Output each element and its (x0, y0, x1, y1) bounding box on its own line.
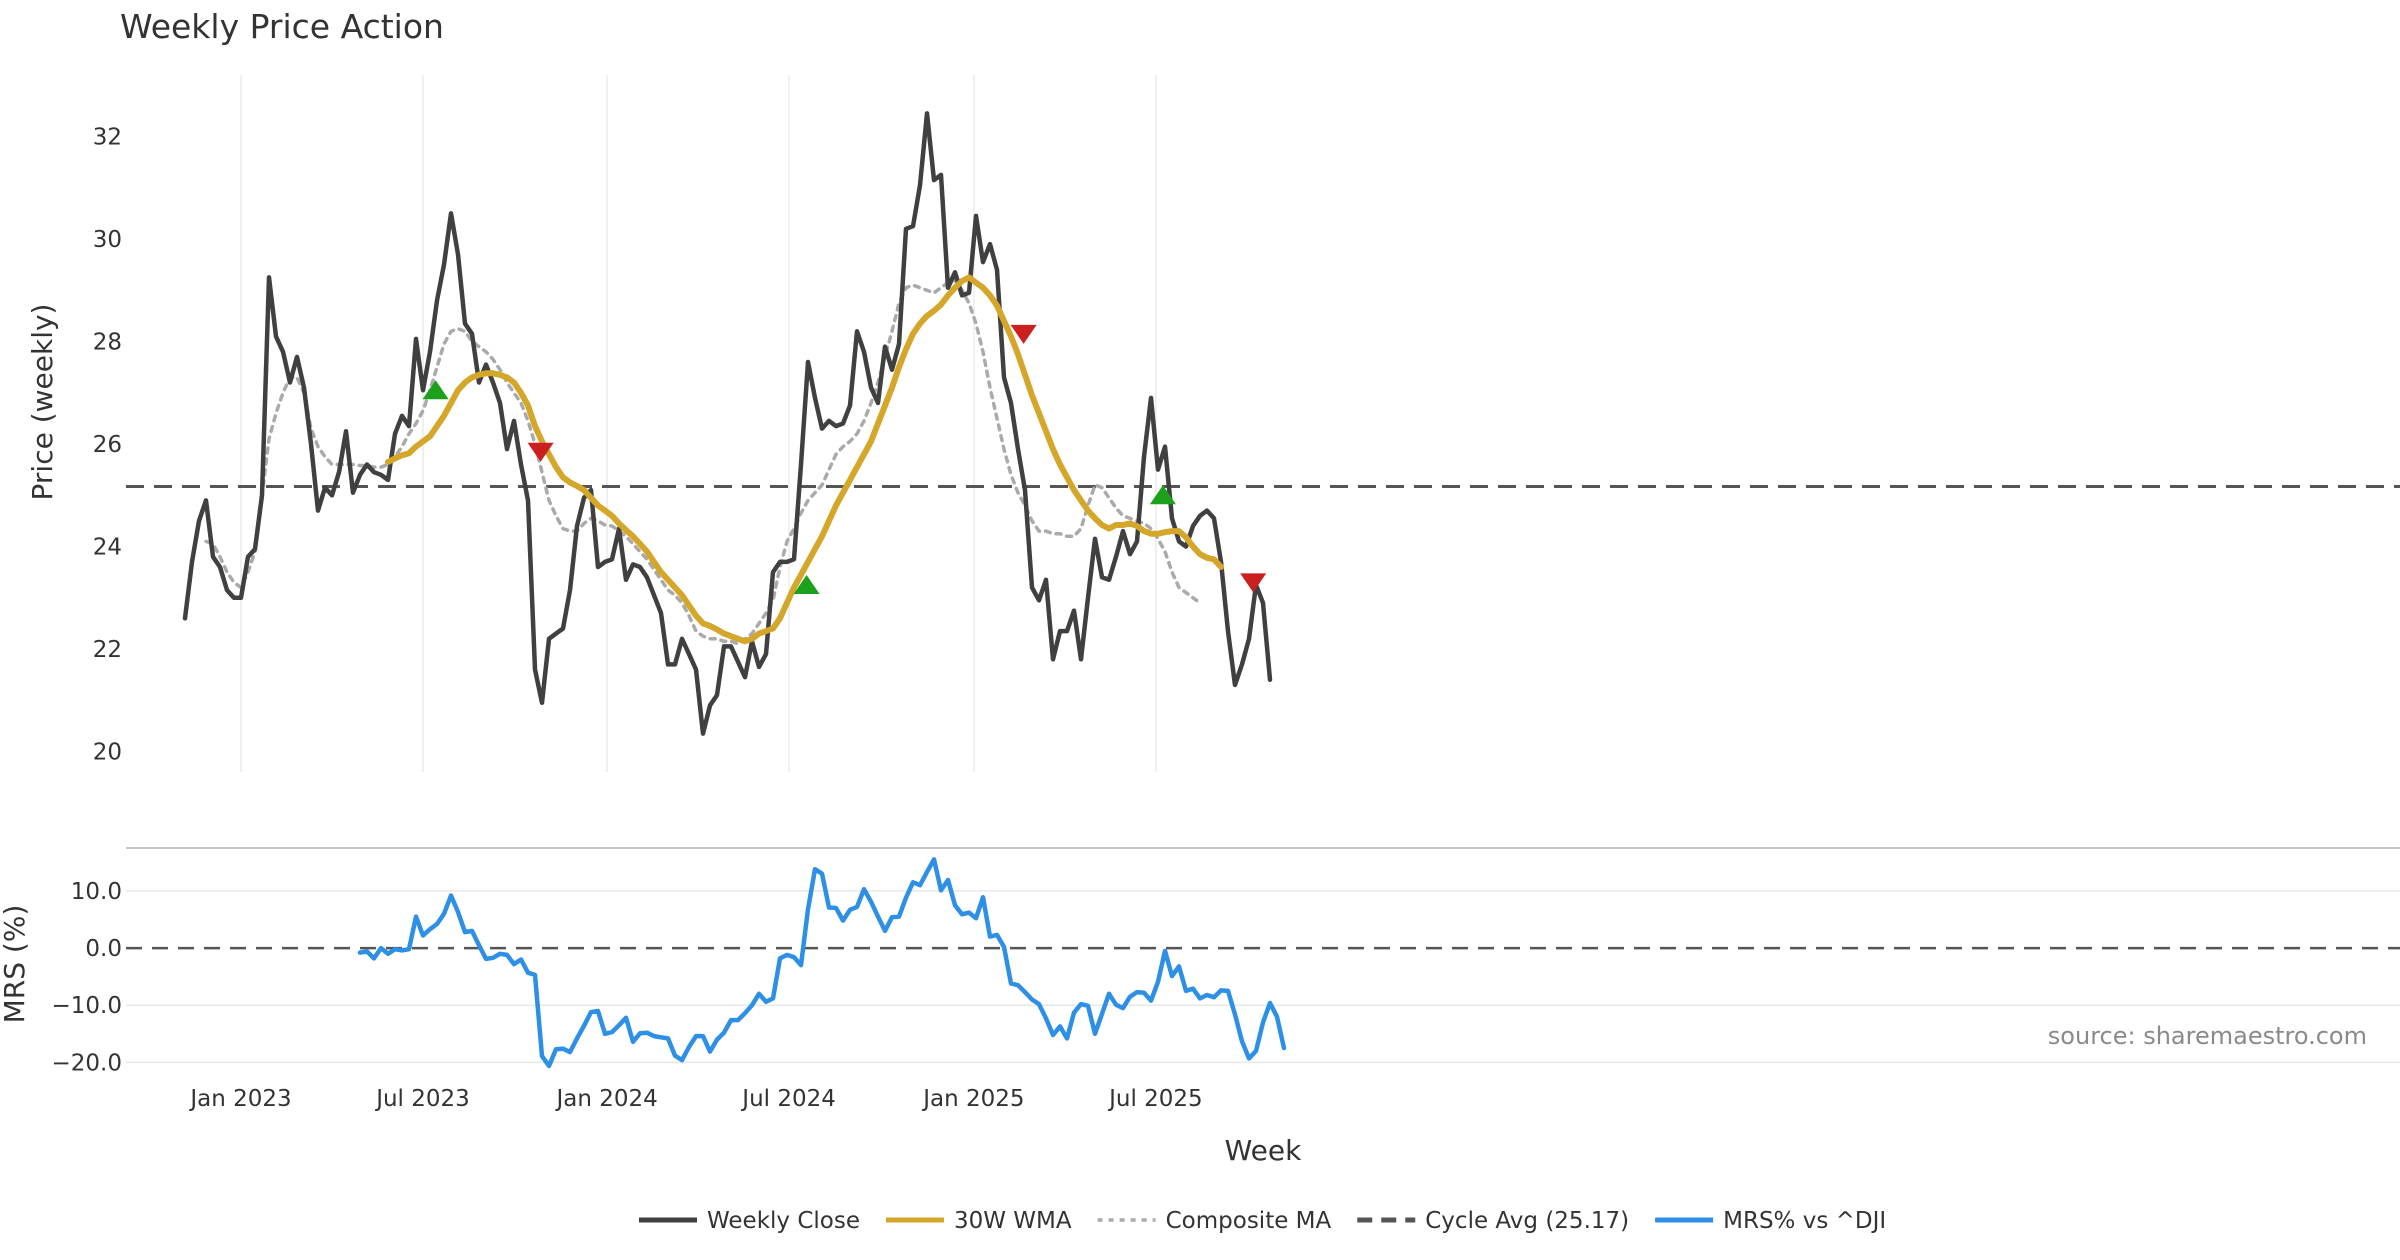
price-tick-label: 22 (93, 637, 122, 663)
x-tick-label: Jul 2023 (374, 1086, 470, 1112)
legend-label: Weekly Close (707, 1208, 860, 1234)
sell-signal-marker-3 (1010, 324, 1037, 344)
mrs-tick-label: −20.0 (52, 1050, 122, 1076)
source-note: source: sharemaestro.com (2048, 1022, 2367, 1050)
price-tick-label: 30 (93, 227, 122, 253)
legend-item-4: MRS% vs ^DJI (1655, 1208, 1886, 1234)
price-tick-label: 32 (93, 125, 122, 151)
legend: Weekly Close 30W WMA Composite MA Cycle Avg… (639, 1208, 1886, 1234)
mrs-tick-label: 0.0 (85, 936, 122, 962)
legend-label: MRS% vs ^DJI (1723, 1208, 1886, 1234)
chart-title: Weekly Price Action (120, 7, 444, 46)
composite-ma-line (204, 278, 1202, 646)
y-axis-label-price: Price (weekly) (26, 304, 59, 501)
mrs-tick-label: 10.0 (71, 879, 122, 905)
legend-label: Cycle Avg (25.17) (1425, 1208, 1629, 1234)
grid (126, 75, 2400, 1064)
price-tick-label: 20 (93, 740, 122, 766)
x-tick-label: Jul 2024 (740, 1086, 836, 1112)
y-axis-label-mrs: MRS (%) (0, 905, 31, 1024)
price-tick-label: 28 (93, 330, 122, 356)
series (182, 111, 1287, 1069)
legend-item-0: Weekly Close (639, 1208, 860, 1234)
sell-signal-marker-5 (1240, 573, 1267, 593)
price-tick-label: 26 (93, 432, 122, 458)
price-y-ticks: 20 22 24 26 28 30 32 (93, 125, 122, 766)
legend-item-1: 30W WMA (885, 1208, 1072, 1234)
buy-signal-marker-4 (1149, 485, 1176, 505)
legend-item-3: Cycle Avg (25.17) (1357, 1208, 1629, 1234)
mrs-tick-label: −10.0 (52, 993, 122, 1019)
x-tick-label: Jul 2025 (1107, 1086, 1203, 1112)
buy-signal-marker-0 (422, 380, 449, 400)
legend-label: 30W WMA (954, 1208, 1072, 1234)
x-ticks: Jan 2023 Jul 2023 Jan 2024 Jul 2024 Jan 2025… (188, 1086, 1202, 1112)
price-tick-label: 24 (93, 535, 122, 561)
x-tick-label: Jan 2025 (921, 1086, 1024, 1112)
wma-line (385, 274, 1224, 645)
mrs-line (357, 857, 1287, 1069)
x-tick-label: Jan 2023 (188, 1086, 291, 1112)
legend-label: Composite MA (1166, 1208, 1332, 1234)
legend-item-2: Composite MA (1097, 1208, 1332, 1234)
mrs-y-ticks: 10.0 0.0 −10.0 −20.0 (52, 879, 122, 1077)
signals (422, 324, 1267, 594)
weekly-close-line (182, 111, 1273, 736)
x-tick-label: Jan 2024 (554, 1086, 657, 1112)
buy-signal-marker-2 (793, 574, 820, 594)
sell-signal-marker-1 (527, 442, 554, 462)
x-axis-label: Week (1225, 1134, 1302, 1167)
